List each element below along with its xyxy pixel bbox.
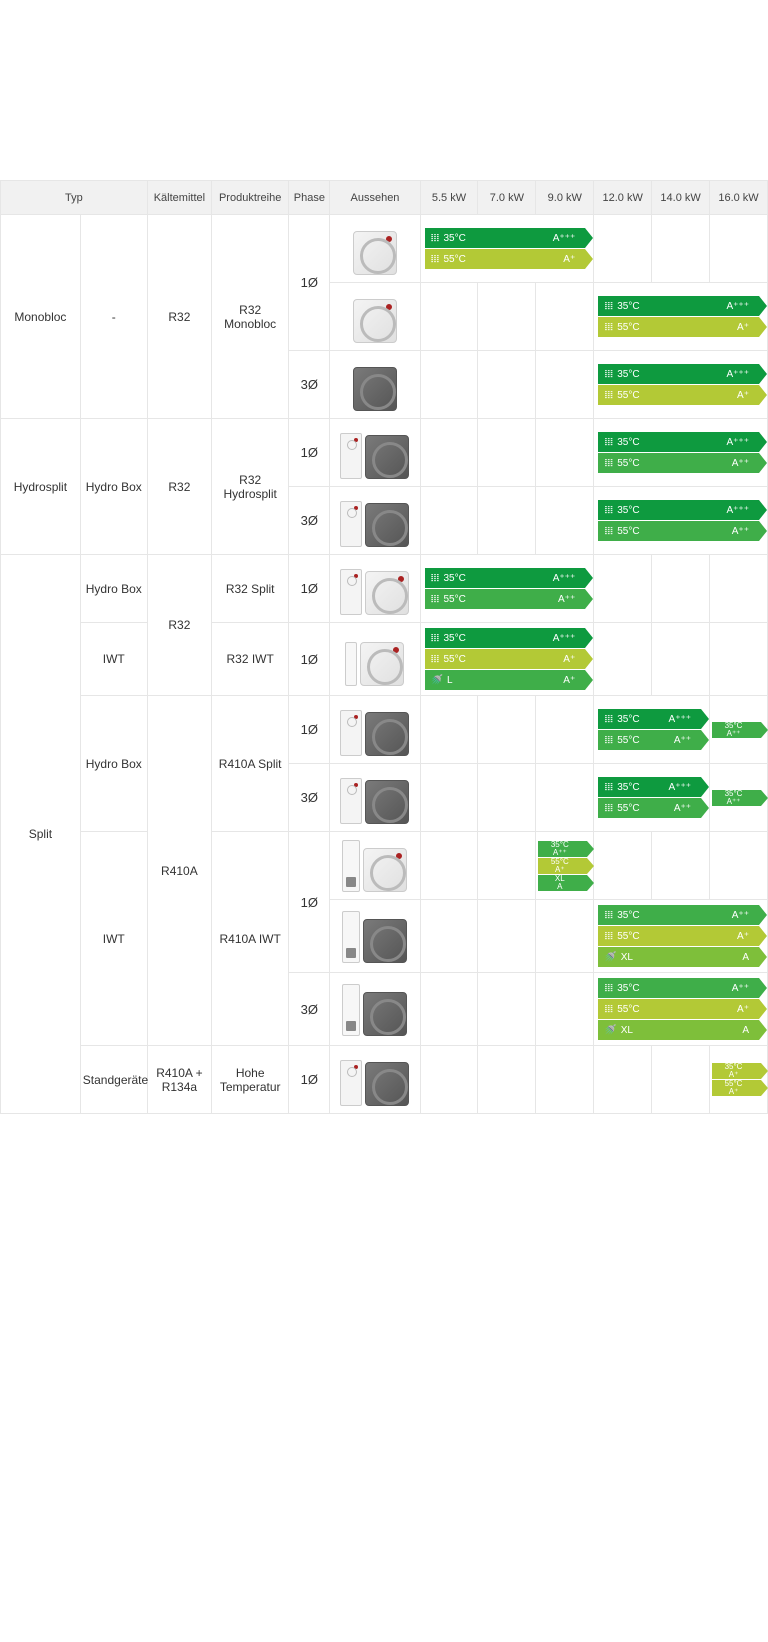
energy-cell: 𝍖35°CA⁺⁺⁺ 𝍖55°CA⁺	[420, 215, 594, 283]
phase-1: 1Ø	[289, 419, 330, 487]
energy-cell: 𝍖35°CA⁺⁺ 𝍖55°CA⁺ 🚿XLA	[594, 900, 768, 973]
type-split: Split	[1, 555, 81, 1114]
appearance-cell	[330, 900, 420, 973]
appearance-cell	[330, 696, 420, 764]
radiator-icon: 𝍖	[604, 301, 613, 312]
refrig-r32: R32	[147, 215, 211, 419]
appearance-cell	[330, 283, 420, 351]
radiator-icon: 𝍖	[604, 505, 613, 516]
radiator-icon: 𝍖	[431, 633, 440, 644]
sub-hydrobox: Hydro Box	[80, 419, 147, 555]
energy-cell: 35°CA⁺⁺ 55°CA⁺ XLA	[536, 832, 594, 900]
phase-3: 3Ø	[289, 973, 330, 1046]
energy-cell: 𝍖35°CA⁺⁺⁺ 𝍖55°CA⁺	[594, 283, 768, 351]
energy-cell: 𝍖35°CA⁺⁺⁺ 𝍖55°CA⁺⁺	[594, 696, 710, 764]
sub-dash: -	[80, 215, 147, 419]
phase-1: 1Ø	[289, 832, 330, 973]
radiator-icon: 𝍖	[604, 322, 613, 333]
col-kw-0: 5.5 kW	[420, 181, 478, 215]
col-aussehen: Aussehen	[330, 181, 420, 215]
sub-hydrobox: Hydro Box	[80, 555, 147, 623]
radiator-icon: 𝍖	[604, 526, 613, 537]
appearance-cell	[330, 1046, 420, 1114]
radiator-icon: 𝍖	[604, 390, 613, 401]
phase-3: 3Ø	[289, 487, 330, 555]
appearance-cell	[330, 832, 420, 900]
radiator-icon: 𝍖	[604, 735, 613, 746]
refrig-r410a: R410A	[147, 696, 211, 1046]
sub-hydrobox: Hydro Box	[80, 696, 147, 832]
series-r410a-split: R410A Split	[212, 696, 289, 832]
energy-cell: 𝍖35°CA⁺⁺⁺ 𝍖55°CA⁺ 🚿LA⁺	[420, 623, 594, 696]
appearance-cell	[330, 351, 420, 419]
energy-cell: 35°CA⁺ 55°CA⁺	[710, 1046, 768, 1114]
type-monobloc: Monobloc	[1, 215, 81, 419]
phase-1: 1Ø	[289, 1046, 330, 1114]
tap-icon: 🚿	[431, 675, 443, 686]
energy-cell: 35°CA⁺⁺	[710, 696, 768, 764]
radiator-icon: 𝍖	[604, 931, 613, 942]
refrig-r32: R32	[147, 419, 211, 555]
type-hydrosplit: Hydrosplit	[1, 419, 81, 555]
phase-3: 3Ø	[289, 351, 330, 419]
phase-1: 1Ø	[289, 696, 330, 764]
radiator-icon: 𝍖	[604, 437, 613, 448]
col-produktreihe: Produktreihe	[212, 181, 289, 215]
phase-1: 1Ø	[289, 555, 330, 623]
radiator-icon: 𝍖	[431, 573, 440, 584]
appearance-cell	[330, 623, 420, 696]
radiator-icon: 𝍖	[431, 254, 440, 265]
col-kw-2: 9.0 kW	[536, 181, 594, 215]
energy-lineup-table: Typ Kältemittel Produktreihe Phase Ausse…	[0, 180, 768, 1114]
col-kw-3: 12.0 kW	[594, 181, 652, 215]
radiator-icon: 𝍖	[431, 233, 440, 244]
col-kw-1: 7.0 kW	[478, 181, 536, 215]
energy-cell: 𝍖35°CA⁺⁺⁺ 𝍖55°CA⁺⁺	[420, 555, 594, 623]
series-r32-mono: R32 Monobloc	[212, 215, 289, 419]
radiator-icon: 𝍖	[431, 654, 440, 665]
series-hohe-temp: Hohe Temperatur	[212, 1046, 289, 1114]
phase-1: 1Ø	[289, 623, 330, 696]
energy-cell: 35°CA⁺⁺	[710, 764, 768, 832]
appearance-cell	[330, 419, 420, 487]
series-r32-hydro: R32 Hydrosplit	[212, 419, 289, 555]
col-phase: Phase	[289, 181, 330, 215]
radiator-icon: 𝍖	[604, 983, 613, 994]
radiator-icon: 𝍖	[604, 910, 613, 921]
energy-cell: 𝍖35°CA⁺⁺⁺ 𝍖55°CA⁺⁺	[594, 487, 768, 555]
tap-icon: 🚿	[604, 952, 616, 963]
series-r32-iwt: R32 IWT	[212, 623, 289, 696]
energy-cell: 𝍖35°CA⁺⁺⁺ 𝍖55°CA⁺	[594, 351, 768, 419]
phase-3: 3Ø	[289, 764, 330, 832]
refrig-r32: R32	[147, 555, 211, 696]
series-r32-split: R32 Split	[212, 555, 289, 623]
energy-cell: 𝍖35°CA⁺⁺⁺ 𝍖55°CA⁺⁺	[594, 419, 768, 487]
col-kw-4: 14.0 kW	[652, 181, 710, 215]
col-typ: Typ	[1, 181, 148, 215]
radiator-icon: 𝍖	[604, 369, 613, 380]
col-kw-5: 16.0 kW	[710, 181, 768, 215]
radiator-icon: 𝍖	[604, 803, 613, 814]
radiator-icon: 𝍖	[604, 782, 613, 793]
energy-cell: 𝍖35°CA⁺⁺ 𝍖55°CA⁺ 🚿XLA	[594, 973, 768, 1046]
appearance-cell	[330, 555, 420, 623]
tap-icon: 🚿	[604, 1025, 616, 1036]
sub-iwt: IWT	[80, 832, 147, 1046]
appearance-cell	[330, 764, 420, 832]
series-r410a-iwt: R410A IWT	[212, 832, 289, 1046]
radiator-icon: 𝍖	[604, 1004, 613, 1015]
energy-cell: 𝍖35°CA⁺⁺⁺ 𝍖55°CA⁺⁺	[594, 764, 710, 832]
appearance-cell	[330, 215, 420, 283]
appearance-cell	[330, 973, 420, 1046]
phase-1: 1Ø	[289, 215, 330, 351]
sub-iwt: IWT	[80, 623, 147, 696]
radiator-icon: 𝍖	[431, 594, 440, 605]
appearance-cell	[330, 487, 420, 555]
radiator-icon: 𝍖	[604, 714, 613, 725]
col-kaeltemittel: Kältemittel	[147, 181, 211, 215]
radiator-icon: 𝍖	[604, 458, 613, 469]
refrig-r410-r134: R410A + R134a	[147, 1046, 211, 1114]
sub-stand: Standgeräte	[80, 1046, 147, 1114]
